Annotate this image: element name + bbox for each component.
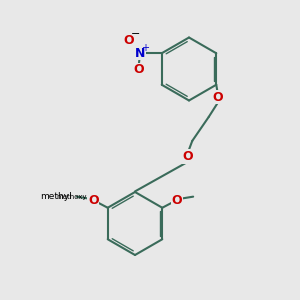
- Text: O: O: [123, 34, 134, 47]
- Text: +: +: [142, 43, 149, 53]
- Text: N: N: [135, 47, 145, 60]
- Text: −: −: [130, 29, 140, 39]
- Text: O: O: [182, 150, 193, 163]
- Text: O: O: [133, 63, 144, 76]
- Text: O: O: [171, 194, 182, 207]
- Text: methyl: methyl: [40, 192, 72, 201]
- Text: O: O: [88, 194, 99, 207]
- Text: methoxy: methoxy: [56, 194, 87, 200]
- Text: O: O: [212, 91, 223, 104]
